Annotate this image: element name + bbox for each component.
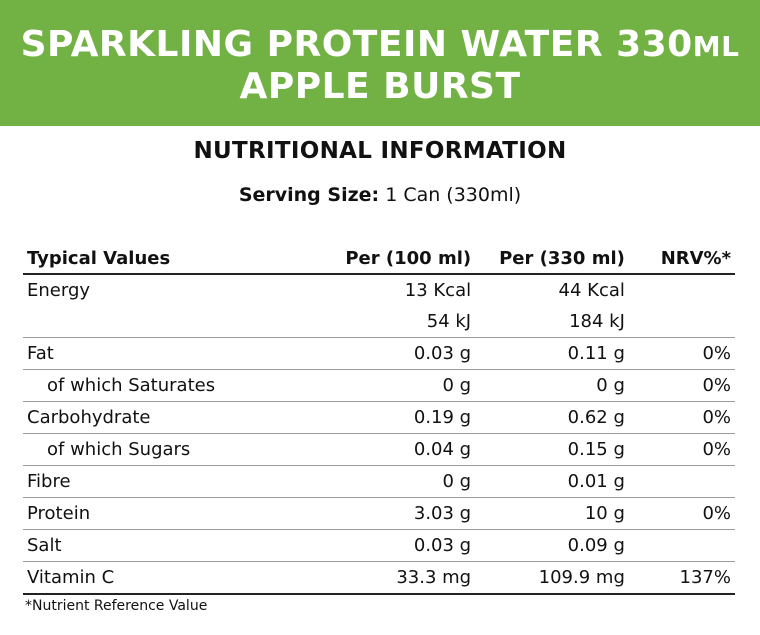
table-row: Protein 3.03 g 10 g 0% [23,497,735,530]
nutrition-table: Typical Values Per (100 ml) Per (330 ml)… [23,243,735,595]
row-nrv [628,306,735,338]
table-row: Energy 13 Kcal 44 Kcal [23,274,735,306]
row-nrv [628,529,735,562]
row-nrv: 0% [628,337,735,370]
product-flavour: APPLE BURST [239,66,521,107]
row-name: Salt [23,529,328,562]
table-row: of which Sugars 0.04 g 0.15 g 0% [23,433,735,466]
row-per330: 44 Kcal [558,280,625,301]
row-per100: 0 g [327,465,476,498]
row-per100: 3.03 g [327,497,476,530]
row-per100: 13 Kcal [404,280,472,301]
row-nrv: 0% [628,497,735,530]
header-typical-values: Typical Values [23,243,328,275]
row-nrv: 0% [628,369,735,402]
product-title-main: SPARKLING PROTEIN WATER 330 [20,24,693,65]
row-name: Vitamin C [23,561,328,595]
row-nrv: 0% [628,401,735,434]
serving-size-label: Serving Size: [238,184,380,206]
row-per330: 0.62 g [475,401,629,434]
row-per100: 0.03 g [327,337,476,370]
product-title-line1: SPARKLING PROTEIN WATER 330ML [0,24,760,68]
row-per330: 10 g [475,497,629,530]
row-per330: 184 kJ [475,306,629,338]
header-per-100ml: Per (100 ml) [327,243,476,275]
row-name: Fat [23,337,328,370]
serving-size-value: 1 Can (330ml) [385,184,522,206]
row-name: Carbohydrate [23,401,328,434]
table-row: 54 kJ 184 kJ [23,306,735,338]
table-header-row: Typical Values Per (100 ml) Per (330 ml)… [23,243,735,275]
row-per100: 0.03 g [327,529,476,562]
table-row: Fat 0.03 g 0.11 g 0% [23,337,735,370]
row-per100: 0.04 g [327,433,476,466]
row-name [23,306,328,338]
row-per100: 0.19 g [327,401,476,434]
product-title-unit: ML [692,30,740,63]
row-nrv [629,274,735,306]
table-row: of which Saturates 0 g 0 g 0% [23,369,735,402]
row-name: of which Sugars [23,433,328,466]
row-nrv [628,465,735,498]
row-name: Energy [27,280,91,301]
row-per330: 0.09 g [475,529,629,562]
row-per100: 54 kJ [327,306,476,338]
product-banner: SPARKLING PROTEIN WATER 330ML APPLE BURS… [0,0,760,126]
row-nrv: 0% [628,433,735,466]
section-heading: NUTRITIONAL INFORMATION [193,138,567,164]
row-per330: 0.15 g [475,433,629,466]
row-per330: 0.01 g [475,465,629,498]
row-per330: 0 g [475,369,629,402]
row-per330: 109.9 mg [475,561,629,595]
table-row: Vitamin C 33.3 mg 109.9 mg 137% [23,561,735,595]
footnote: *Nutrient Reference Value [25,598,208,614]
row-per100: 0 g [327,369,476,402]
row-name: of which Saturates [23,369,328,402]
row-name: Fibre [23,465,328,498]
header-nrv: NRV%* [628,243,735,275]
table-row: Salt 0.03 g 0.09 g [23,529,735,562]
row-name: Protein [23,497,328,530]
row-nrv: 137% [628,561,735,595]
row-per100: 33.3 mg [327,561,476,595]
table-row: Fibre 0 g 0.01 g [23,465,735,498]
row-per330: 0.11 g [475,337,629,370]
header-per-330ml: Per (330 ml) [475,243,629,275]
serving-size: Serving Size: 1 Can (330ml) [0,184,760,206]
table-row: Carbohydrate 0.19 g 0.62 g 0% [23,401,735,434]
